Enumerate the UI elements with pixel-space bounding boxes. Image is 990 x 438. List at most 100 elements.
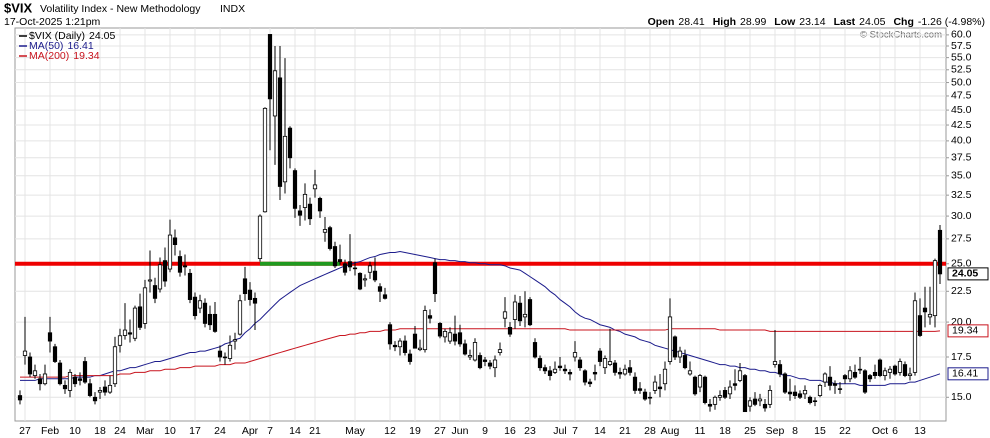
- candle-body: [592, 371, 598, 375]
- quote-value: 24.05: [859, 16, 885, 28]
- moving-average-line: [20, 328, 941, 378]
- candle-body: [477, 355, 483, 369]
- x-tick-label: Sep: [766, 425, 785, 437]
- candle-body: [242, 278, 248, 295]
- candle-body: [52, 346, 58, 362]
- candle-body: [812, 400, 818, 403]
- candle-body: [682, 355, 688, 369]
- y-tick-label: 25.0: [951, 258, 972, 270]
- legend-last-value: 16.41: [67, 40, 93, 52]
- candle-body: [562, 368, 568, 372]
- candle-body: [482, 359, 488, 362]
- candle-body: [342, 263, 348, 273]
- quote-value: 28.41: [678, 16, 704, 28]
- candle-body: [907, 373, 913, 376]
- candle-body: [357, 272, 363, 290]
- candle-body: [707, 403, 713, 407]
- candle-body: [632, 376, 638, 391]
- candle-body: [767, 390, 773, 405]
- candle-body: [432, 262, 438, 295]
- x-tick-label: 15: [814, 425, 826, 437]
- candle-body: [502, 311, 508, 319]
- candle-body: [497, 349, 503, 353]
- candle-body: [117, 335, 123, 346]
- candle-body: [217, 350, 223, 358]
- candle-body: [22, 350, 28, 356]
- candle-body: [412, 333, 418, 349]
- candle-body: [392, 344, 398, 348]
- x-tick-label: 6: [892, 425, 898, 437]
- candle-body: [282, 135, 288, 183]
- value-tag-label: 24.05: [952, 268, 978, 280]
- candle-body: [367, 265, 373, 273]
- candle-body: [877, 359, 883, 376]
- candle-body: [677, 350, 683, 358]
- candle-body: [112, 346, 118, 385]
- candle-body: [922, 307, 928, 313]
- candle-body: [122, 329, 128, 336]
- legend-label: $VIX (Daily): [29, 30, 85, 42]
- candle-body: [902, 364, 908, 376]
- candle-body: [672, 336, 678, 358]
- x-tick-label: Oct: [872, 425, 888, 437]
- y-tick-label: 42.5: [951, 119, 972, 131]
- legend-entry: $VIX (Daily) 24.05: [29, 30, 115, 42]
- candle-body: [572, 352, 578, 358]
- x-tick-label: 11: [695, 425, 706, 437]
- candle-body: [77, 378, 83, 381]
- candle-body: [577, 359, 583, 369]
- candle-body: [637, 388, 643, 391]
- candle-body: [427, 315, 433, 319]
- x-tick-label: 10: [69, 425, 81, 437]
- candle-body: [807, 396, 813, 403]
- quote-value: 23.14: [799, 16, 825, 28]
- candle-body: [917, 315, 923, 336]
- candle-body: [547, 370, 553, 376]
- candle-body: [272, 70, 278, 117]
- exchange: INDX: [220, 3, 245, 15]
- y-tick-label: 30.0: [951, 210, 972, 222]
- candle-body: [792, 391, 798, 396]
- candle-body: [702, 376, 708, 403]
- candle-body: [667, 316, 673, 362]
- candle-body: [512, 301, 518, 320]
- instrument-name: Volatility Index - New Methodology: [40, 3, 201, 15]
- x-tick-label: Feb: [41, 425, 59, 437]
- candle-body: [827, 376, 833, 386]
- candle-body: [332, 246, 338, 267]
- legend-entry: MA(200) 19.34: [29, 50, 100, 62]
- candle-body: [97, 390, 103, 393]
- x-tick-label: Jun: [452, 425, 469, 437]
- legend-label: MA(200): [29, 50, 69, 62]
- candle-body: [72, 376, 78, 385]
- candle-body: [157, 264, 163, 290]
- candle-body: [207, 313, 213, 326]
- candle-body: [787, 391, 793, 395]
- candle-body: [402, 340, 408, 353]
- x-tick-label: 27: [434, 425, 446, 437]
- y-tick-label: 47.5: [951, 90, 972, 102]
- candle-body: [347, 261, 353, 268]
- candle-body: [17, 395, 23, 401]
- axes: 15.017.520.022.525.027.530.032.535.037.5…: [19, 29, 989, 437]
- candle-body: [32, 370, 38, 376]
- candle-body: [857, 368, 863, 371]
- candle-body: [652, 381, 658, 391]
- candle-body: [802, 390, 808, 395]
- candle-body: [312, 184, 318, 190]
- candle-body: [47, 332, 53, 342]
- x-tick-label: 27: [19, 425, 31, 437]
- candle-body: [742, 375, 748, 413]
- candle-body: [557, 365, 563, 369]
- x-tick-label: 28: [644, 425, 656, 437]
- candle-body: [262, 107, 268, 213]
- candle-body: [267, 34, 273, 100]
- x-tick-label: 19: [409, 425, 421, 437]
- y-tick-label: 40.0: [951, 135, 972, 147]
- candle-body: [317, 198, 323, 212]
- candle-body: [867, 375, 873, 380]
- candle-body: [612, 362, 618, 373]
- plot-frame: [14, 27, 947, 422]
- candle-body: [712, 396, 718, 405]
- candle-body: [27, 356, 33, 375]
